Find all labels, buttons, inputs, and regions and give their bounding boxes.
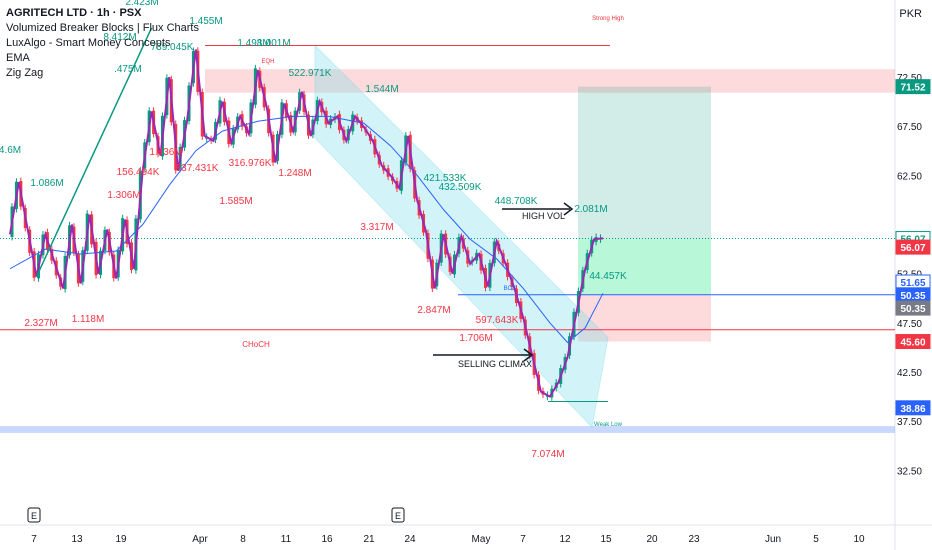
- chart-legend: AGRITECH LTD · 1h · PSX Volumized Breake…: [6, 6, 199, 81]
- volume-label-up: 739.045K: [151, 42, 194, 53]
- volume-label-up: 8.412M: [103, 32, 136, 43]
- volume-label-down: 597.643K: [476, 315, 519, 326]
- target-zone: [578, 86, 711, 239]
- volume-label-down: 1.248M: [278, 168, 311, 179]
- indicator-smc[interactable]: LuxAlgo - Smart Money Concepts: [6, 37, 171, 49]
- volume-label-up: 2.081M: [574, 204, 607, 215]
- bos-label: BOS: [504, 286, 517, 292]
- volume-label-down: 1.706M: [459, 333, 492, 344]
- volume-label-up: 2.423M: [125, 0, 158, 8]
- x-tick-label: 7: [31, 534, 37, 545]
- stop-zone: [578, 294, 711, 342]
- high-vol-arrowhead: [563, 202, 574, 216]
- high-vol-annotation: HIGH VOL: [522, 211, 565, 221]
- weak-low-label: Weak Low: [594, 422, 623, 428]
- y-tick-label: 47.50: [897, 319, 922, 330]
- volume-label-up: 448.708K: [495, 196, 538, 207]
- earnings-mark-label: E: [395, 511, 401, 521]
- x-tick-label: 21: [363, 534, 375, 545]
- weak-low-zone: [0, 426, 895, 433]
- y-tick-label: 32.50: [897, 466, 922, 477]
- bullish-breaker-zone: [578, 238, 711, 295]
- price-badge: [895, 239, 931, 255]
- price-badge-label: 56.07: [900, 243, 925, 254]
- x-tick-label: 20: [646, 534, 658, 545]
- volume-label-up: .475M: [114, 64, 142, 75]
- selling-climax-annotation: SELLING CLIMAX: [458, 359, 532, 369]
- eqh-label: EQH: [261, 59, 274, 65]
- y-tick-label: 42.50: [897, 368, 922, 379]
- x-tick-label: May: [472, 534, 491, 545]
- price-badge: [895, 300, 931, 316]
- swing-leg-line: [35, 27, 153, 277]
- volume-label-up: 1.498M: [237, 38, 270, 49]
- x-tick-label: 19: [115, 534, 127, 545]
- volume-label-up: 1.086M: [30, 178, 63, 189]
- volume-label-down: 3.317M: [360, 222, 393, 233]
- price-badge-label: 45.60: [900, 338, 925, 349]
- volume-label-up: 1.544M: [365, 84, 398, 95]
- volume-label-up: 1.001M: [257, 38, 290, 49]
- symbol-title[interactable]: AGRITECH LTD · 1h · PSX: [6, 7, 142, 19]
- x-tick-label: 8: [240, 534, 246, 545]
- choch-label: CHoCH: [242, 340, 270, 349]
- price-badge-label: 50.35: [900, 304, 925, 315]
- x-tick-label: 10: [853, 534, 865, 545]
- supply-zone: [205, 69, 895, 93]
- price-badge-label: 51.65: [900, 278, 925, 289]
- earnings-mark[interactable]: [391, 507, 405, 523]
- price-badge-label: 38.86: [900, 404, 925, 415]
- indicator-flux-breaker[interactable]: Volumized Breaker Blocks | Flux Charts: [6, 22, 199, 34]
- x-tick-label: 13: [71, 534, 83, 545]
- volume-label-down: 837.431K: [176, 163, 219, 174]
- price-badge: [895, 334, 931, 350]
- earnings-mark-label: E: [31, 511, 37, 521]
- x-tick-label: 5: [813, 534, 819, 545]
- volume-label-down: 2.327M: [24, 318, 57, 329]
- x-tick-label: Jun: [765, 534, 781, 545]
- x-tick-label: 16: [321, 534, 333, 545]
- volume-label-up: 421.533K: [424, 173, 467, 184]
- volume-label-down: 1.118M: [72, 314, 105, 325]
- selling-climax-arrowhead: [523, 348, 534, 362]
- x-tick-label: Apr: [192, 534, 208, 545]
- volume-label-down: 2.847M: [417, 305, 450, 316]
- volume-label-up: 4.6M: [0, 145, 21, 156]
- strong-high-label: Strong High: [592, 16, 624, 22]
- earnings-mark[interactable]: [27, 507, 41, 523]
- volume-label-down: 7.074M: [531, 449, 564, 460]
- price-badge-label: 50.35: [900, 291, 925, 302]
- x-tick-label: 11: [281, 534, 292, 545]
- y-tick-label: 67.50: [897, 122, 922, 133]
- volume-label-up: 432.509K: [439, 182, 482, 193]
- indicator-zigzag[interactable]: Zig Zag: [6, 67, 44, 79]
- x-tick-label: 24: [404, 534, 416, 545]
- y-tick-label: 62.50: [897, 171, 922, 182]
- ema-line: [9, 115, 604, 344]
- volume-label-down: 1.306M: [107, 190, 140, 201]
- x-tick-label: 7: [520, 534, 526, 545]
- volume-label-down: 1.436M: [149, 147, 182, 158]
- x-tick-label: 15: [600, 534, 612, 545]
- x-tick-label: 12: [559, 534, 571, 545]
- volume-label-up: 1.455M: [189, 16, 222, 27]
- zigzag-line: [9, 49, 604, 398]
- volume-label-down: 156.494K: [117, 167, 160, 178]
- indicator-ema[interactable]: EMA: [6, 52, 30, 64]
- currency-label: PKR: [899, 8, 922, 20]
- price-badge-label: 71.52: [900, 83, 925, 94]
- volume-label-down: 316.976K: [229, 158, 272, 169]
- price-badge: [895, 79, 931, 95]
- volume-label-up: 44.457K: [589, 271, 627, 282]
- x-tick-label: 23: [688, 534, 700, 545]
- volume-label-down: 1.585M: [219, 196, 252, 207]
- price-badge: [895, 400, 931, 416]
- volume-label-up: 522.971K: [289, 68, 332, 79]
- y-tick-label: 37.50: [897, 417, 922, 428]
- y-tick-label: 72.50: [897, 73, 922, 84]
